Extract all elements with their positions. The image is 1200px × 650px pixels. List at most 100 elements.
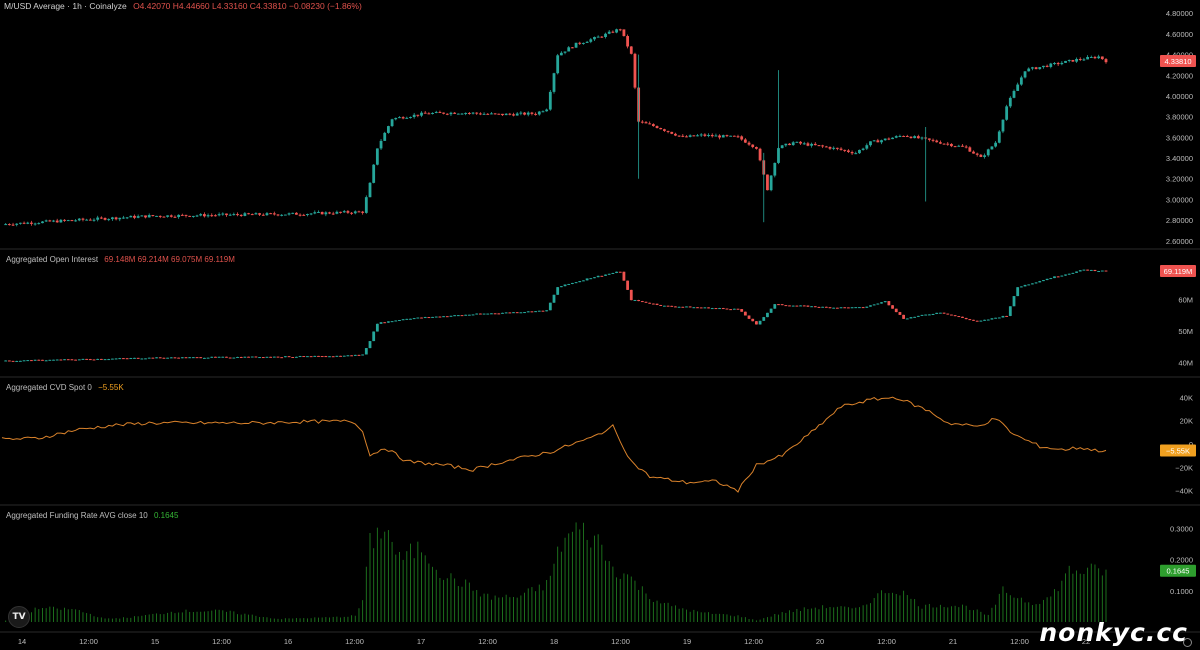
price-candle <box>70 220 74 222</box>
oi-pane-title: Aggregated Open Interest 69.148M 69.214M… <box>6 255 235 264</box>
oi-candle <box>339 355 342 357</box>
oi-candle <box>475 313 479 315</box>
oi-candle <box>232 357 236 359</box>
oi-candle <box>180 357 184 359</box>
watermark: nonkyc.cc <box>1039 618 1188 647</box>
tradingview-logo-icon[interactable]: TV <box>8 606 30 628</box>
oi-candle <box>1045 278 1049 281</box>
price-candle <box>490 113 493 115</box>
price-candle <box>438 111 442 113</box>
oi-candle <box>618 271 622 273</box>
oi-candle <box>942 312 946 314</box>
settings-icon[interactable] <box>1183 638 1192 647</box>
oi-candle <box>48 359 52 361</box>
oi-candle <box>939 312 942 314</box>
symbol-title: M/USD Average · 1h · Coinalyze <box>4 1 127 11</box>
oi-candle <box>460 315 464 317</box>
price-candle <box>427 113 431 115</box>
oi-candle <box>593 277 596 279</box>
price-candle <box>92 219 96 221</box>
price-candle <box>1019 77 1023 85</box>
oi-candle <box>526 311 530 313</box>
price-candle <box>674 133 677 136</box>
oi-candle <box>92 359 96 361</box>
oi-candle <box>758 320 762 325</box>
price-candle <box>677 135 681 137</box>
x-tick-label: 12:00 <box>877 637 896 646</box>
price-candle <box>151 215 155 217</box>
oi-candle <box>258 357 261 359</box>
oi-candle <box>103 359 107 361</box>
oi-candle <box>1078 270 1082 272</box>
price-candle <box>927 138 931 140</box>
price-candle <box>935 140 939 143</box>
oi-candle <box>990 318 994 320</box>
price-candle <box>582 42 585 44</box>
price-candle <box>236 214 239 216</box>
oi-candle <box>548 302 552 311</box>
price-candle <box>755 147 758 149</box>
oi-candle <box>361 354 365 356</box>
oi-candle <box>582 280 585 282</box>
oi-candle <box>423 317 427 319</box>
price-candle <box>666 130 670 132</box>
price-candle <box>832 147 836 149</box>
oi-candle <box>375 323 379 332</box>
price-candle <box>784 143 788 146</box>
oi-candle <box>445 316 449 318</box>
oi-candle <box>501 312 504 314</box>
oi-candle <box>394 320 398 322</box>
price-candle <box>74 220 77 222</box>
oi-candle <box>740 309 744 312</box>
oi-candle <box>854 307 858 309</box>
price-candle <box>537 111 541 115</box>
price-candle <box>571 47 574 49</box>
price-candle <box>247 213 250 215</box>
y-tick-label: 40M <box>1178 359 1193 368</box>
price-candle <box>339 211 342 213</box>
oi-candle <box>490 313 493 315</box>
oi-candle <box>924 314 928 316</box>
oi-candle <box>1016 287 1020 297</box>
price-candle <box>254 213 258 215</box>
oi-candle <box>144 358 147 360</box>
price-candle <box>839 148 843 150</box>
price-candle <box>155 215 158 217</box>
oi-candle <box>663 305 666 307</box>
price-candle <box>916 136 920 139</box>
price-candle <box>920 137 924 139</box>
price-candle <box>769 175 773 191</box>
oi-candle <box>1034 282 1038 284</box>
price-candle <box>169 215 173 217</box>
oi-candle <box>306 356 309 358</box>
oi-candle <box>162 357 166 359</box>
x-tick-label: 18 <box>550 637 558 646</box>
oi-candle <box>1012 296 1016 307</box>
oi-candle <box>817 306 821 308</box>
funding-tag-bg <box>1160 564 1196 577</box>
last-price-tag: 4.33810 <box>1164 57 1191 66</box>
oi-candle <box>283 356 287 358</box>
price-candle <box>493 113 497 115</box>
price-candle <box>1031 67 1034 69</box>
oi-candle <box>931 313 935 315</box>
price-candle <box>475 112 479 114</box>
price-candle <box>379 140 383 149</box>
oi-candle <box>390 321 394 323</box>
price-candle <box>276 214 280 216</box>
price-candle <box>103 217 107 220</box>
oi-title: Aggregated Open Interest <box>6 255 99 264</box>
oi-candle <box>287 356 291 358</box>
price-candle <box>302 214 306 216</box>
price-candle <box>648 123 652 125</box>
y-tick-label: 0.3000 <box>1170 524 1193 533</box>
price-candle <box>869 141 872 146</box>
price-candle <box>883 138 887 141</box>
oi-candle <box>872 304 876 306</box>
oi-candle <box>567 283 571 285</box>
price-candle <box>449 112 453 115</box>
price-candle <box>434 111 438 113</box>
price-candle <box>353 211 357 214</box>
oi-candle <box>151 357 155 359</box>
